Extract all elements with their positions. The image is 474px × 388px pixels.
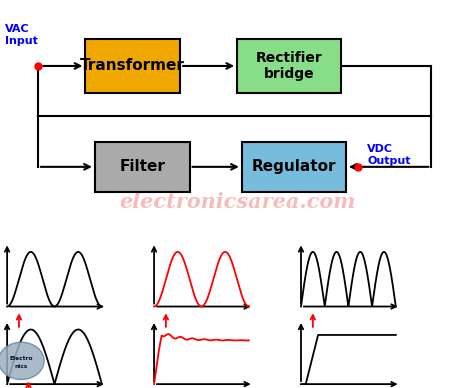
Text: VAC
Input: VAC Input — [5, 24, 37, 46]
Text: Electro: Electro — [9, 357, 33, 361]
Circle shape — [0, 342, 44, 379]
Text: Regulator: Regulator — [252, 159, 336, 174]
Text: Rectifier
bridge: Rectifier bridge — [256, 51, 322, 81]
FancyBboxPatch shape — [85, 39, 180, 93]
FancyBboxPatch shape — [237, 39, 341, 93]
FancyBboxPatch shape — [95, 142, 190, 192]
FancyBboxPatch shape — [242, 142, 346, 192]
Text: electronicsarea.com: electronicsarea.com — [119, 192, 355, 212]
Text: Filter: Filter — [119, 159, 165, 174]
Text: Transformer: Transformer — [80, 59, 185, 73]
Text: VDC
Output: VDC Output — [367, 144, 411, 166]
Text: nics: nics — [14, 364, 27, 369]
